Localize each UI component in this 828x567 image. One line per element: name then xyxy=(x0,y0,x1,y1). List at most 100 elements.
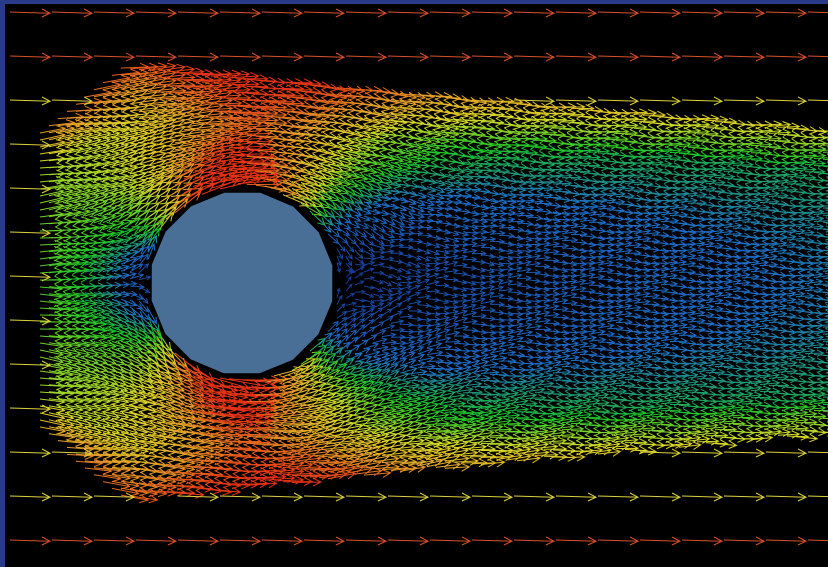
vector-arrows xyxy=(534,172,807,392)
vector-arrows xyxy=(84,147,611,260)
vector-arrows xyxy=(345,179,828,370)
vector-arrows xyxy=(147,122,305,479)
vector-arrows xyxy=(336,241,459,329)
vector-arrows xyxy=(507,147,828,170)
vector-arrows xyxy=(120,145,638,344)
vector-arrows xyxy=(570,159,826,406)
vector-arrows xyxy=(210,89,270,422)
vector-arrows xyxy=(93,147,406,358)
vector-arrows xyxy=(138,423,365,485)
vector-arrows xyxy=(318,139,827,421)
vector-arrows xyxy=(129,183,326,386)
vector-arrows xyxy=(624,165,828,390)
vector-arrows xyxy=(75,382,147,429)
vector-arrows xyxy=(138,121,801,211)
vector-arrows xyxy=(120,209,495,430)
vector-arrows xyxy=(192,97,314,479)
vector-arrows xyxy=(543,185,824,247)
vector-arrows xyxy=(399,146,665,410)
vector-arrows xyxy=(9,96,828,502)
vector-arrows xyxy=(705,368,726,377)
vector-arrows xyxy=(120,170,828,444)
vector-arrows xyxy=(210,96,273,482)
vector-arrows xyxy=(57,127,630,438)
vector-arrows xyxy=(201,85,252,489)
vector-arrows xyxy=(543,163,808,405)
vector-arrows xyxy=(183,69,323,496)
vector-arrows xyxy=(417,149,620,418)
vector-arrows xyxy=(462,153,755,422)
vector-arrows xyxy=(777,152,800,161)
vector-arrows xyxy=(327,125,738,417)
vector-arrows xyxy=(354,222,615,352)
vector-arrows xyxy=(111,68,314,462)
vector-arrows xyxy=(606,190,744,387)
vector-arrows xyxy=(111,146,187,467)
vector-arrows xyxy=(237,91,340,139)
vector-arrows xyxy=(318,162,345,173)
vector-arrows xyxy=(480,144,828,440)
vector-arrows xyxy=(165,101,383,460)
vector-arrows xyxy=(516,121,666,443)
vector-arrows xyxy=(300,139,746,216)
vector-arrows xyxy=(345,159,467,197)
vector-arrows xyxy=(480,199,828,385)
vector-arrows xyxy=(399,413,423,423)
vector-arrows xyxy=(651,168,799,186)
vector-arrows xyxy=(390,235,523,340)
vector-arrows xyxy=(309,83,340,93)
vector-arrows xyxy=(147,214,800,436)
vector-arrows xyxy=(111,209,828,369)
vector-arrows xyxy=(111,227,788,372)
vector-arrows xyxy=(345,283,353,292)
vector-arrows xyxy=(282,453,349,473)
vector-arrows xyxy=(75,148,566,424)
vector-arrows xyxy=(165,129,305,164)
vector-arrows xyxy=(372,134,424,147)
vector-arrows xyxy=(93,151,818,423)
vector-arrows xyxy=(93,95,471,464)
vector-arrows xyxy=(336,194,828,375)
vector-arrows xyxy=(354,179,375,190)
vector-arrows xyxy=(354,255,403,314)
vector-arrows xyxy=(183,81,357,480)
vector-arrows xyxy=(534,140,656,430)
vector-arrows xyxy=(399,395,422,404)
vector-arrows xyxy=(84,120,702,428)
vector-arrows xyxy=(84,91,453,460)
vector-arrows xyxy=(84,133,621,358)
vector-arrows xyxy=(471,427,675,438)
vector-arrows xyxy=(354,204,697,365)
vector-arrows xyxy=(138,102,577,447)
vector-arrows xyxy=(723,173,817,399)
vector-arrows xyxy=(687,135,710,145)
vector-arrows xyxy=(111,197,343,388)
vector-arrows xyxy=(480,167,763,399)
vector-arrows xyxy=(534,434,558,444)
vector-arrows xyxy=(237,430,272,440)
vector-arrows xyxy=(651,245,828,365)
vector-arrows xyxy=(111,152,656,244)
vector-arrows xyxy=(435,179,708,385)
vector-arrows xyxy=(498,153,521,162)
vector-arrows xyxy=(48,98,418,441)
vector-arrows xyxy=(804,253,828,304)
vector-arrows xyxy=(732,316,752,323)
vector-arrows xyxy=(120,198,751,371)
vector-arrows xyxy=(390,168,548,418)
vector-arrows xyxy=(471,408,521,420)
vector-arrows xyxy=(804,190,826,198)
vector-arrows xyxy=(786,132,810,141)
vector-arrows xyxy=(129,235,523,296)
vector-arrows xyxy=(174,121,297,441)
vector-arrows xyxy=(129,103,542,464)
vector-arrows xyxy=(75,355,647,436)
vector-arrows xyxy=(183,128,392,470)
vector-arrows xyxy=(183,93,348,486)
vector-arrows xyxy=(436,222,660,359)
vector-arrows xyxy=(498,185,828,374)
vector-arrows xyxy=(120,204,679,360)
vector-arrows xyxy=(786,277,815,306)
vector-arrows xyxy=(381,400,773,424)
